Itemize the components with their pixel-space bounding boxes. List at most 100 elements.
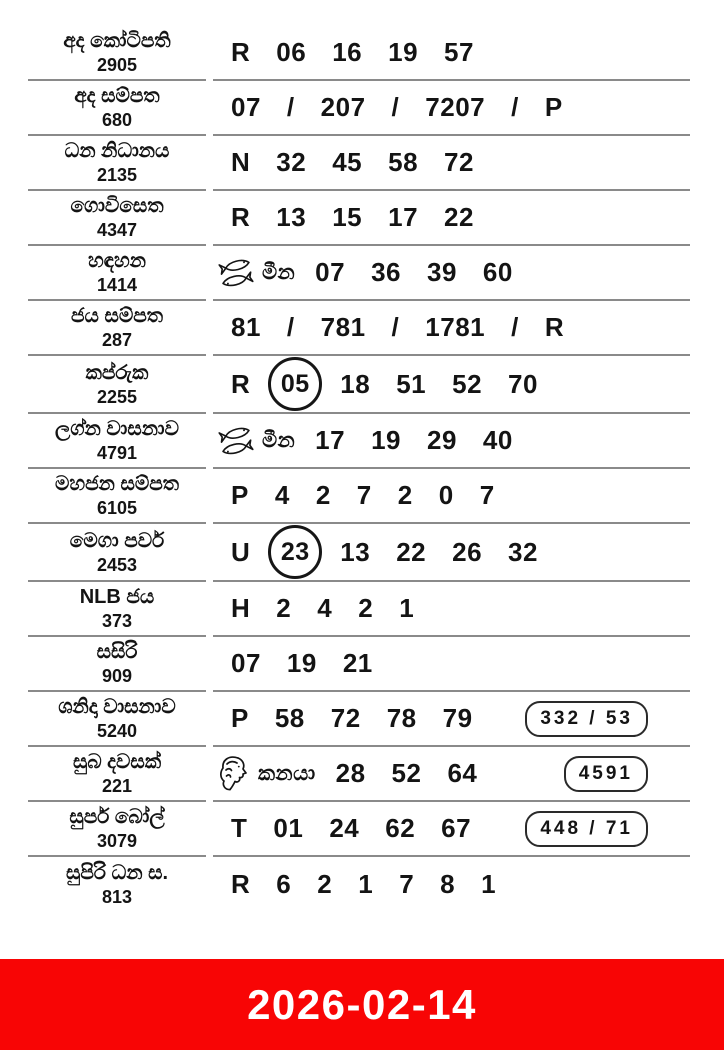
lottery-label: මෙගා පවර් 2453 bbox=[28, 524, 206, 582]
draw-number: 2255 bbox=[96, 386, 138, 407]
lottery-name: NLB ජය bbox=[79, 586, 155, 608]
result-number: 15 bbox=[332, 202, 363, 232]
draw-number: 2453 bbox=[96, 554, 138, 575]
draw-number: 1414 bbox=[96, 275, 138, 295]
result-number: 4 bbox=[317, 593, 333, 623]
result-number: 21 bbox=[342, 648, 373, 678]
result-cells: 81 / 781 / 1781 / R bbox=[213, 301, 690, 356]
result-number: 17 bbox=[388, 202, 419, 232]
draw-number: 5240 bbox=[96, 721, 138, 741]
result-letter: R bbox=[231, 37, 251, 67]
date-banner: 2026-02-14 bbox=[0, 959, 724, 1050]
pisces-icon bbox=[217, 255, 255, 291]
zodiac-sign: මීන bbox=[217, 255, 295, 291]
result-cells: මීන 07 36 39 60 bbox=[213, 246, 690, 301]
result-number: 57 bbox=[444, 37, 474, 67]
result-letter: P bbox=[231, 480, 249, 510]
lottery-name: සසිරි bbox=[96, 641, 138, 663]
result-number: 19 bbox=[286, 648, 317, 678]
result-letter: U bbox=[231, 536, 251, 567]
draw-number: 6105 bbox=[96, 498, 138, 518]
result-number: 07 bbox=[231, 648, 261, 678]
lottery-name: අද කෝටිපති bbox=[63, 30, 171, 52]
draw-number: 680 bbox=[101, 110, 133, 130]
result-number: 39 bbox=[427, 257, 457, 287]
lottery-name: කප්රුක bbox=[85, 361, 149, 384]
result-cells: R 05 18 51 52 70 bbox=[213, 356, 690, 414]
circled-number: 23 bbox=[268, 525, 323, 579]
draw-number: 2905 bbox=[96, 55, 138, 75]
draw-number: 4347 bbox=[96, 220, 138, 240]
result-number: 4 bbox=[274, 480, 290, 510]
lottery-name: ගොවිසෙත bbox=[70, 195, 164, 217]
result-number: 67 bbox=[441, 813, 472, 843]
zodiac-label: මීන bbox=[262, 428, 296, 452]
lottery-name: මහජන සම්පත bbox=[55, 473, 179, 495]
result-number: 13 bbox=[340, 536, 371, 567]
lottery-label: ධන නිධානය 2135 bbox=[28, 136, 206, 191]
result-number: 22 bbox=[444, 202, 474, 232]
lottery-label: සුබ දවසක් 221 bbox=[28, 747, 206, 802]
circled-number: 05 bbox=[268, 357, 323, 411]
result-number: 36 bbox=[371, 257, 401, 287]
lottery-row: මහජන සම්පත 6105 P 4 2 7 2 0 7 bbox=[28, 469, 690, 524]
lottery-label: ජය සම්පත 287 bbox=[28, 301, 206, 356]
result-number: 51 bbox=[396, 368, 427, 399]
lottery-name: ලග්න වාසනාව bbox=[55, 418, 179, 440]
zodiac-sign: කනයා bbox=[217, 754, 316, 794]
lottery-name: සුපර් බෝල් bbox=[69, 806, 165, 828]
draw-number: 813 bbox=[101, 887, 133, 907]
result-number: 72 bbox=[444, 147, 474, 177]
result-letter: R bbox=[231, 869, 251, 899]
result-number: 52 bbox=[391, 758, 422, 788]
result-letter: T bbox=[231, 813, 248, 843]
result-cells: 07 19 21 bbox=[213, 637, 690, 692]
draw-number: 4791 bbox=[96, 443, 138, 463]
result-number: 1 bbox=[358, 869, 374, 899]
result-number: 13 bbox=[276, 202, 307, 232]
result-number: 16 bbox=[332, 37, 363, 67]
lottery-label: කප්රුක 2255 bbox=[28, 356, 206, 414]
result-number: 72 bbox=[330, 703, 361, 733]
result-number: 1781 bbox=[425, 312, 486, 342]
result-number: 2 bbox=[397, 480, 413, 510]
lottery-row: මෙගා පවර් 2453 U 23 13 22 26 32 bbox=[28, 524, 690, 582]
lottery-name: සුපිරි ධන ස. bbox=[65, 862, 169, 884]
separator-slash: / bbox=[286, 312, 295, 342]
result-number: 2 bbox=[276, 593, 292, 623]
result-letter: R bbox=[231, 202, 251, 232]
draw-number: 2135 bbox=[96, 165, 138, 185]
lottery-row: කප්රුක 2255 R 05 18 51 52 70 bbox=[28, 356, 690, 414]
result-cells: මීන 17 19 29 40 bbox=[213, 414, 690, 469]
bonus-box: 4591 bbox=[563, 755, 648, 792]
result-letter: R bbox=[544, 312, 565, 342]
result-number: 62 bbox=[385, 813, 416, 843]
result-number: 58 bbox=[388, 147, 419, 177]
result-number: 0 bbox=[438, 480, 454, 510]
lottery-row: ලග්න වාසනාව 4791 මීන 17 19 29 40 bbox=[28, 414, 690, 469]
result-cells: කනයා 28 52 64 4591 bbox=[213, 747, 690, 802]
result-number: 18 bbox=[340, 368, 371, 399]
lottery-row: අද කෝටිපති 2905 R 06 16 19 57 bbox=[28, 26, 690, 81]
lottery-row: ශනිදා වාසනාව 5240 P 58 72 78 79 332 / 53 bbox=[28, 692, 690, 747]
result-number: 81 bbox=[231, 312, 261, 342]
lottery-name: ධන නිධානය bbox=[64, 140, 170, 162]
result-number: 32 bbox=[508, 536, 538, 567]
zodiac-sign: මීන bbox=[217, 423, 295, 459]
result-number: 2 bbox=[358, 593, 374, 623]
result-number: 60 bbox=[482, 257, 513, 287]
result-letter: N bbox=[231, 147, 251, 177]
result-number: 52 bbox=[452, 368, 483, 399]
lottery-label: මහජන සම්පත 6105 bbox=[28, 469, 206, 524]
lottery-label: ලග්න වාසනාව 4791 bbox=[28, 414, 206, 469]
zodiac-label: කනයා bbox=[258, 761, 316, 785]
result-number: 58 bbox=[274, 703, 305, 733]
result-number: 07 bbox=[231, 92, 261, 122]
result-number: 19 bbox=[388, 37, 419, 67]
result-number: 7207 bbox=[425, 92, 486, 122]
result-number: 1 bbox=[481, 869, 497, 899]
result-number: 2 bbox=[315, 480, 331, 510]
result-cells: T 01 24 62 67 448 / 71 bbox=[213, 802, 690, 857]
draw-number: 221 bbox=[101, 776, 133, 796]
